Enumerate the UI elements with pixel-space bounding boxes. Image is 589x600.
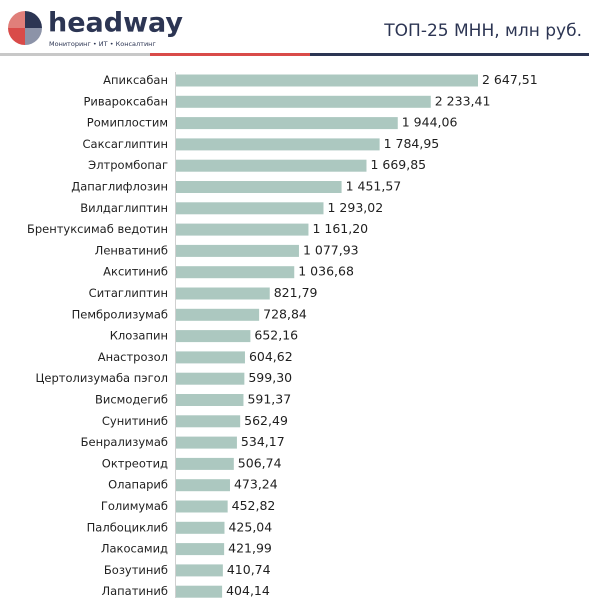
category-label: Пембролизумаб <box>72 307 168 321</box>
value-label: 506,74 <box>238 455 282 470</box>
category-label: Ситаглиптин <box>89 286 168 300</box>
value-label: 1 036,68 <box>298 264 354 279</box>
header-rule <box>0 53 150 56</box>
bar <box>176 436 237 449</box>
category-label: Лапатиниб <box>101 584 168 598</box>
value-label: 821,79 <box>274 285 318 300</box>
category-label: Сунитиниб <box>102 414 168 428</box>
logo-tagline: Мониторинг • ИТ • Консалтинг <box>49 40 156 48</box>
bar <box>176 521 225 534</box>
value-label: 404,14 <box>226 583 270 598</box>
value-label: 562,49 <box>244 413 288 428</box>
value-label: 599,30 <box>248 370 292 385</box>
bar <box>176 351 245 364</box>
value-label: 425,04 <box>228 519 272 534</box>
category-label: Ривароксабан <box>83 94 168 108</box>
value-label: 1 293,02 <box>327 200 383 215</box>
value-label: 1 944,06 <box>402 115 458 130</box>
value-label: 652,16 <box>254 328 298 343</box>
bar <box>176 223 309 236</box>
category-label: Клозапин <box>110 329 168 343</box>
value-label: 604,62 <box>249 349 293 364</box>
value-label: 1 161,20 <box>312 221 368 236</box>
category-label: Апиксабан <box>103 73 168 87</box>
category-label: Цертолизумаба пэгол <box>35 371 168 385</box>
bar <box>176 117 398 130</box>
category-label: Бенрализумаб <box>81 435 168 449</box>
category-label: Ромиплостим <box>87 116 168 130</box>
value-label: 534,17 <box>241 434 285 449</box>
chart-title: ТОП-25 МНН, млн руб. <box>383 21 582 41</box>
bar <box>176 95 431 108</box>
bar <box>176 564 223 577</box>
category-label: Анастрозол <box>98 350 168 364</box>
bar <box>176 159 367 172</box>
bar <box>176 457 234 470</box>
category-label: Вилдаглиптин <box>80 201 168 215</box>
bar <box>176 181 342 193</box>
value-label: 2 647,51 <box>482 72 538 87</box>
value-label: 473,24 <box>234 477 278 492</box>
category-label: Голимумаб <box>101 499 168 513</box>
category-label: Бозутиниб <box>104 563 168 577</box>
category-label: Октреотид <box>102 456 168 470</box>
category-label: Брентуксимаб ведотин <box>27 222 168 236</box>
category-label: Висмодегиб <box>95 393 168 407</box>
logo-text: headway <box>48 8 183 39</box>
category-label: Акситиниб <box>103 265 168 279</box>
bar <box>176 500 228 513</box>
bar <box>176 372 245 385</box>
value-label: 728,84 <box>263 306 307 321</box>
value-label: 1 669,85 <box>370 157 426 172</box>
bar <box>176 266 295 279</box>
bar <box>176 138 380 151</box>
bar <box>176 74 478 87</box>
bar <box>176 330 251 343</box>
value-label: 410,74 <box>227 562 271 577</box>
value-label: 421,99 <box>228 541 272 556</box>
value-label: 1 451,57 <box>346 179 402 194</box>
category-label: Дапаглифлозин <box>71 180 168 194</box>
value-label: 1 784,95 <box>384 136 440 151</box>
bar <box>176 543 225 556</box>
header-rule <box>310 53 589 56</box>
bar <box>176 308 260 321</box>
header-rule <box>150 53 310 56</box>
category-label: Элтромбопаг <box>88 158 168 172</box>
category-label: Лакосамид <box>101 542 168 556</box>
value-label: 452,82 <box>232 498 276 513</box>
bar <box>176 287 270 300</box>
bar <box>176 585 223 598</box>
bar <box>176 394 244 406</box>
category-label: Саксаглиптин <box>83 137 168 151</box>
bar <box>176 415 241 428</box>
bar <box>176 479 230 492</box>
bar <box>176 244 299 257</box>
category-label: Олапариб <box>108 478 168 492</box>
value-label: 1 077,93 <box>303 242 359 257</box>
bar <box>176 202 324 215</box>
value-label: 591,37 <box>247 392 291 407</box>
value-label: 2 233,41 <box>435 93 491 108</box>
logo-icon <box>8 11 42 45</box>
category-label: Палбоциклиб <box>87 520 168 534</box>
category-label: Ленватиниб <box>95 243 168 257</box>
